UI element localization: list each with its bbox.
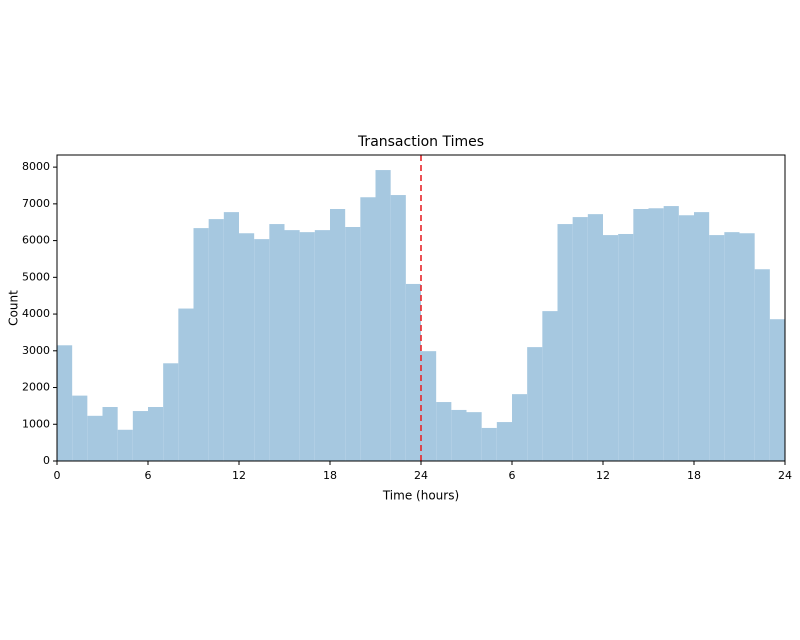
x-axis-label: Time (hours) (382, 489, 459, 503)
y-tick-label: 8000 (22, 160, 50, 173)
chart-title: Transaction Times (357, 134, 484, 150)
bar (557, 224, 573, 461)
bar (754, 269, 770, 461)
bar (314, 230, 330, 461)
x-tick-label: 12 (596, 469, 610, 482)
y-tick-label: 2000 (22, 381, 50, 394)
x-tick-label: 0 (54, 469, 61, 482)
bar (254, 239, 270, 461)
bar (648, 208, 664, 461)
y-tick-label: 0 (43, 454, 50, 467)
bar (421, 351, 437, 461)
bar (239, 233, 255, 461)
bar (678, 215, 694, 461)
bar (375, 170, 391, 461)
bar (618, 233, 634, 461)
y-tick-label: 6000 (22, 234, 50, 247)
bar (148, 407, 164, 461)
bar (193, 228, 209, 461)
x-tick-label: 24 (414, 469, 428, 482)
x-tick-label: 18 (323, 469, 337, 482)
x-tick-label: 24 (778, 469, 792, 482)
bar (436, 402, 452, 461)
bar (132, 411, 148, 461)
bar (117, 429, 133, 461)
bar (223, 212, 239, 461)
bar (405, 283, 421, 461)
y-axis-label: Count (7, 290, 21, 326)
x-tick-label: 6 (145, 469, 152, 482)
bar (269, 224, 285, 461)
y-tick-label: 7000 (22, 197, 50, 210)
bar (663, 206, 679, 461)
y-tick-label: 4000 (22, 307, 50, 320)
x-tick-label: 18 (687, 469, 701, 482)
x-tick-label: 12 (232, 469, 246, 482)
bar (299, 232, 315, 461)
bar (345, 227, 361, 461)
bar (694, 212, 710, 461)
bar (769, 319, 785, 461)
y-tick-label: 3000 (22, 344, 50, 357)
bar (633, 209, 649, 461)
bar (451, 409, 467, 461)
bar (572, 217, 588, 461)
bar (496, 422, 512, 461)
y-tick-label: 5000 (22, 270, 50, 283)
bar (360, 197, 376, 461)
bar (709, 235, 725, 461)
bar (163, 363, 179, 461)
bar (102, 407, 118, 461)
bar (330, 209, 346, 461)
bar (178, 308, 194, 461)
bar (208, 219, 224, 461)
bar (390, 195, 406, 461)
bar (512, 394, 528, 461)
bar (542, 311, 558, 461)
bar (481, 427, 497, 461)
bar (466, 412, 482, 461)
bar (724, 232, 740, 461)
bar (87, 415, 103, 461)
bar (72, 395, 88, 461)
bar (284, 230, 300, 461)
x-tick-label: 6 (509, 469, 516, 482)
bar (527, 347, 543, 461)
bar (603, 235, 619, 461)
bar (57, 345, 73, 461)
bar (587, 214, 603, 461)
bar (739, 233, 755, 461)
y-tick-label: 1000 (22, 417, 50, 430)
